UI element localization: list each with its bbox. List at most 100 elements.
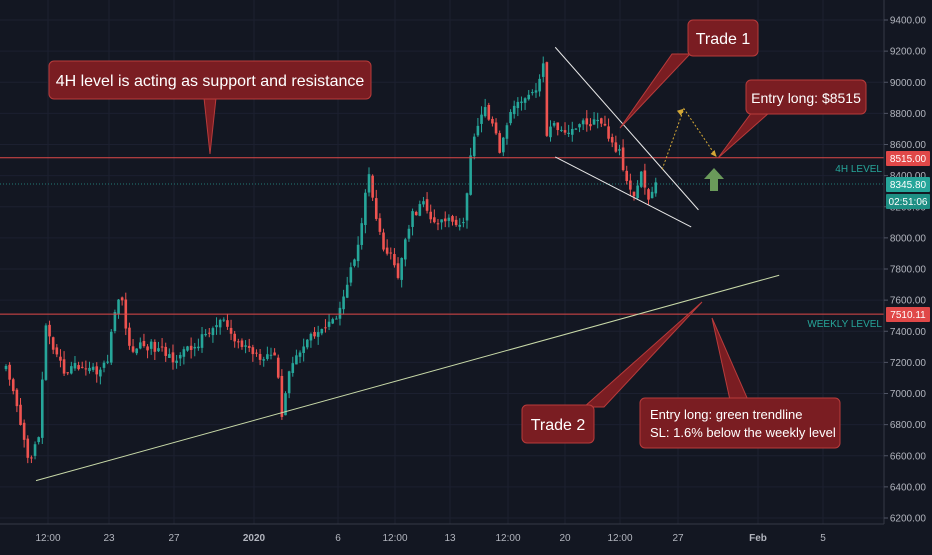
candle-body	[44, 325, 48, 380]
price-tick-label: 7200.00	[890, 358, 927, 369]
candle-body	[629, 180, 632, 190]
candle-body	[647, 189, 650, 200]
candles-layer	[4, 56, 658, 464]
candle-body	[37, 437, 40, 443]
level-label-4h: 4H LEVEL	[835, 164, 882, 175]
callout-entry-long-2-line2: SL: 1.6% below the weekly level	[650, 425, 836, 440]
candle-body	[55, 347, 59, 355]
price-tag-weekly: 7510.11	[886, 307, 930, 322]
price-tick-label: 9400.00	[890, 16, 927, 27]
candle-body	[541, 63, 545, 77]
candle-body	[429, 211, 433, 220]
candle-body	[204, 333, 207, 336]
candle-body	[469, 155, 472, 195]
candle-body	[88, 367, 91, 372]
candle-body	[128, 327, 131, 346]
candle-body	[222, 319, 226, 321]
candle-body	[632, 191, 636, 197]
candle-body	[117, 299, 120, 314]
candle-body	[313, 332, 316, 337]
candle-body	[62, 359, 66, 374]
time-tick-label: 6	[335, 533, 341, 544]
time-tick-label: 5	[820, 533, 826, 544]
candle-body	[589, 124, 592, 127]
candle-body	[487, 104, 491, 120]
candle-body	[302, 346, 305, 353]
callout-entry-long-1[interactable]: Entry long: $8515	[717, 79, 867, 159]
price-tick-label: 7400.00	[890, 327, 927, 338]
candle-body	[189, 345, 193, 350]
candle-body	[563, 130, 567, 133]
candle-body	[26, 438, 30, 458]
candle-body	[531, 92, 534, 94]
candle-body	[585, 118, 589, 125]
candle-body	[102, 362, 106, 368]
price-tick-label: 8000.00	[890, 233, 927, 244]
candle-body	[425, 199, 429, 211]
candle-body	[266, 354, 269, 359]
time-tick-label: 27	[672, 533, 684, 544]
candle-body	[451, 216, 454, 222]
candle-body	[436, 223, 440, 225]
candle-body	[298, 352, 302, 357]
candle-body	[320, 329, 324, 334]
callout-trade1[interactable]: Trade 1	[619, 19, 759, 129]
candle-body	[636, 185, 639, 198]
candle-body	[570, 128, 574, 135]
candle-body	[494, 122, 498, 134]
candle-body	[639, 171, 643, 187]
candle-body	[207, 332, 211, 334]
candle-body	[280, 375, 284, 417]
candle-body	[458, 224, 462, 227]
candle-body	[454, 219, 458, 226]
price-tick-label: 8400.00	[890, 171, 927, 182]
candle-body	[106, 361, 109, 363]
time-tick-label: 12:00	[35, 533, 60, 544]
candle-body	[342, 296, 345, 310]
callout-entry-long-2[interactable]: Entry long: green trendline SL: 1.6% bel…	[639, 317, 841, 449]
candle-body	[276, 357, 280, 378]
time-axis[interactable]: 12:00 23 27 2020 6 12:00 13 12:00 20 12:00 27 Feb 5	[35, 533, 826, 544]
candle-body	[338, 307, 342, 319]
candle-body	[15, 389, 19, 407]
candle-body	[574, 128, 578, 130]
candle-body	[200, 334, 204, 348]
price-tick-label: 8800.00	[890, 109, 927, 120]
candle-body	[171, 352, 175, 363]
candle-body	[367, 174, 371, 193]
candle-body	[244, 345, 247, 347]
candle-body	[211, 328, 215, 336]
time-tick-label: 12:00	[495, 533, 520, 544]
candle-body	[596, 119, 599, 122]
candle-body	[113, 312, 117, 332]
candle-body	[327, 321, 331, 327]
candle-body	[131, 346, 135, 352]
candle-body	[324, 327, 327, 329]
drawings-layer	[0, 46, 884, 482]
candle-body	[654, 182, 658, 194]
candle-body	[73, 363, 77, 369]
candle-body	[120, 297, 124, 301]
candle-body	[465, 193, 469, 221]
price-tick-label: 7000.00	[890, 389, 927, 400]
price-tag-current-text: 8345.80	[890, 180, 927, 191]
candle-body	[371, 175, 374, 198]
candle-body	[284, 393, 287, 416]
candle-body	[520, 101, 523, 103]
candle-body	[22, 422, 26, 440]
candle-body	[349, 267, 353, 283]
projection-arrowhead-2	[710, 149, 717, 157]
callout-4h-level[interactable]: 4H level is acting as support and resist…	[48, 60, 372, 155]
callout-trade2[interactable]: Trade 2	[521, 301, 703, 444]
candle-body	[440, 219, 443, 223]
candle-body	[309, 333, 313, 341]
candle-body	[643, 170, 647, 188]
candle-body	[404, 239, 407, 260]
time-tick-label: 20	[559, 533, 571, 544]
candle-body	[146, 346, 149, 351]
candle-body	[560, 129, 563, 131]
candle-body	[335, 318, 338, 320]
candle-body	[483, 107, 487, 117]
candle-body	[400, 257, 403, 280]
